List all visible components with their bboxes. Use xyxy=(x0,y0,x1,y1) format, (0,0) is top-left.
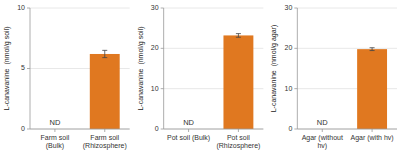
grid-line xyxy=(297,8,397,9)
bar xyxy=(357,49,387,129)
grid-line xyxy=(164,129,264,130)
y-tick-label: 10 xyxy=(285,85,293,92)
y-tick xyxy=(27,8,30,9)
panel: 0 5 10 L-canavanine (nmol/g soil) ND Farm soi… xyxy=(3,4,130,150)
bar xyxy=(223,35,253,129)
grid-line xyxy=(30,129,130,130)
value-label: ND xyxy=(49,118,60,127)
x-tick-label: Farm soil(Rhizosphere) xyxy=(83,134,127,150)
error-bar xyxy=(236,34,241,38)
marks xyxy=(357,48,387,129)
marks xyxy=(90,50,120,129)
panel: 0 10 20 30 L-canavanine (nmol/g agar) ND Agar … xyxy=(270,4,397,150)
value-label: ND xyxy=(317,118,328,127)
y-axis-line xyxy=(163,8,164,129)
figure: 0 5 10 L-canavanine (nmol/g soil) ND Farm soi… xyxy=(0,0,401,159)
x-tick-label: Farm soil(Bulk) xyxy=(41,134,70,150)
error-bar xyxy=(102,50,107,57)
grid-line xyxy=(164,8,264,9)
x-tick xyxy=(372,129,373,132)
grid-line xyxy=(297,129,397,130)
y-tick-label: 20 xyxy=(151,44,159,51)
bar xyxy=(90,54,120,129)
x-tick-label: Pot soil (Bulk) xyxy=(167,134,210,142)
x-tick-label: Pot soil(Rhizosphere) xyxy=(216,134,260,150)
y-axis-line xyxy=(30,8,31,129)
y-tick xyxy=(27,129,30,130)
y-tick xyxy=(294,48,297,49)
y-tick xyxy=(294,8,297,9)
x-tick xyxy=(104,129,105,132)
y-axis-label: L-canavanine (nmol/g soil) xyxy=(137,26,145,110)
x-tick xyxy=(322,129,323,132)
x-axis-line xyxy=(297,129,397,130)
marks xyxy=(223,34,253,129)
y-tick-label: 20 xyxy=(285,44,293,51)
y-tick-label: 5 xyxy=(21,64,25,71)
y-tick-label: 30 xyxy=(285,4,293,11)
x-axis-line xyxy=(30,129,130,130)
y-tick xyxy=(294,129,297,130)
x-tick-label: Agar (with hv) xyxy=(350,134,393,142)
y-tick-label: 0 xyxy=(288,125,292,132)
y-tick xyxy=(161,129,164,130)
value-label: ND xyxy=(183,118,194,127)
y-tick-label: 0 xyxy=(155,125,159,132)
error-bar xyxy=(370,48,375,51)
x-tick xyxy=(54,129,55,132)
y-tick xyxy=(161,48,164,49)
y-tick xyxy=(294,88,297,89)
x-tick xyxy=(188,129,189,132)
panel: 0 10 20 30 L-canavanine (nmol/g soil) ND Pot s… xyxy=(137,4,264,150)
y-axis-label: L-canavanine (nmol/g soil) xyxy=(3,26,11,110)
y-tick-label: 10 xyxy=(17,4,25,11)
x-tick-label: Agar (withouthv) xyxy=(302,134,343,150)
grid-line xyxy=(30,8,130,9)
y-tick-label: 30 xyxy=(151,4,159,11)
y-axis-line xyxy=(297,8,298,129)
grid-line xyxy=(297,48,397,49)
y-tick-label: 0 xyxy=(21,125,25,132)
x-axis-line xyxy=(164,129,264,130)
y-tick xyxy=(27,68,30,69)
y-tick-label: 10 xyxy=(151,85,159,92)
y-tick xyxy=(161,88,164,89)
y-axis-label: L-canavanine (nmol/g agar) xyxy=(270,25,278,113)
y-tick xyxy=(161,8,164,9)
x-tick xyxy=(238,129,239,132)
